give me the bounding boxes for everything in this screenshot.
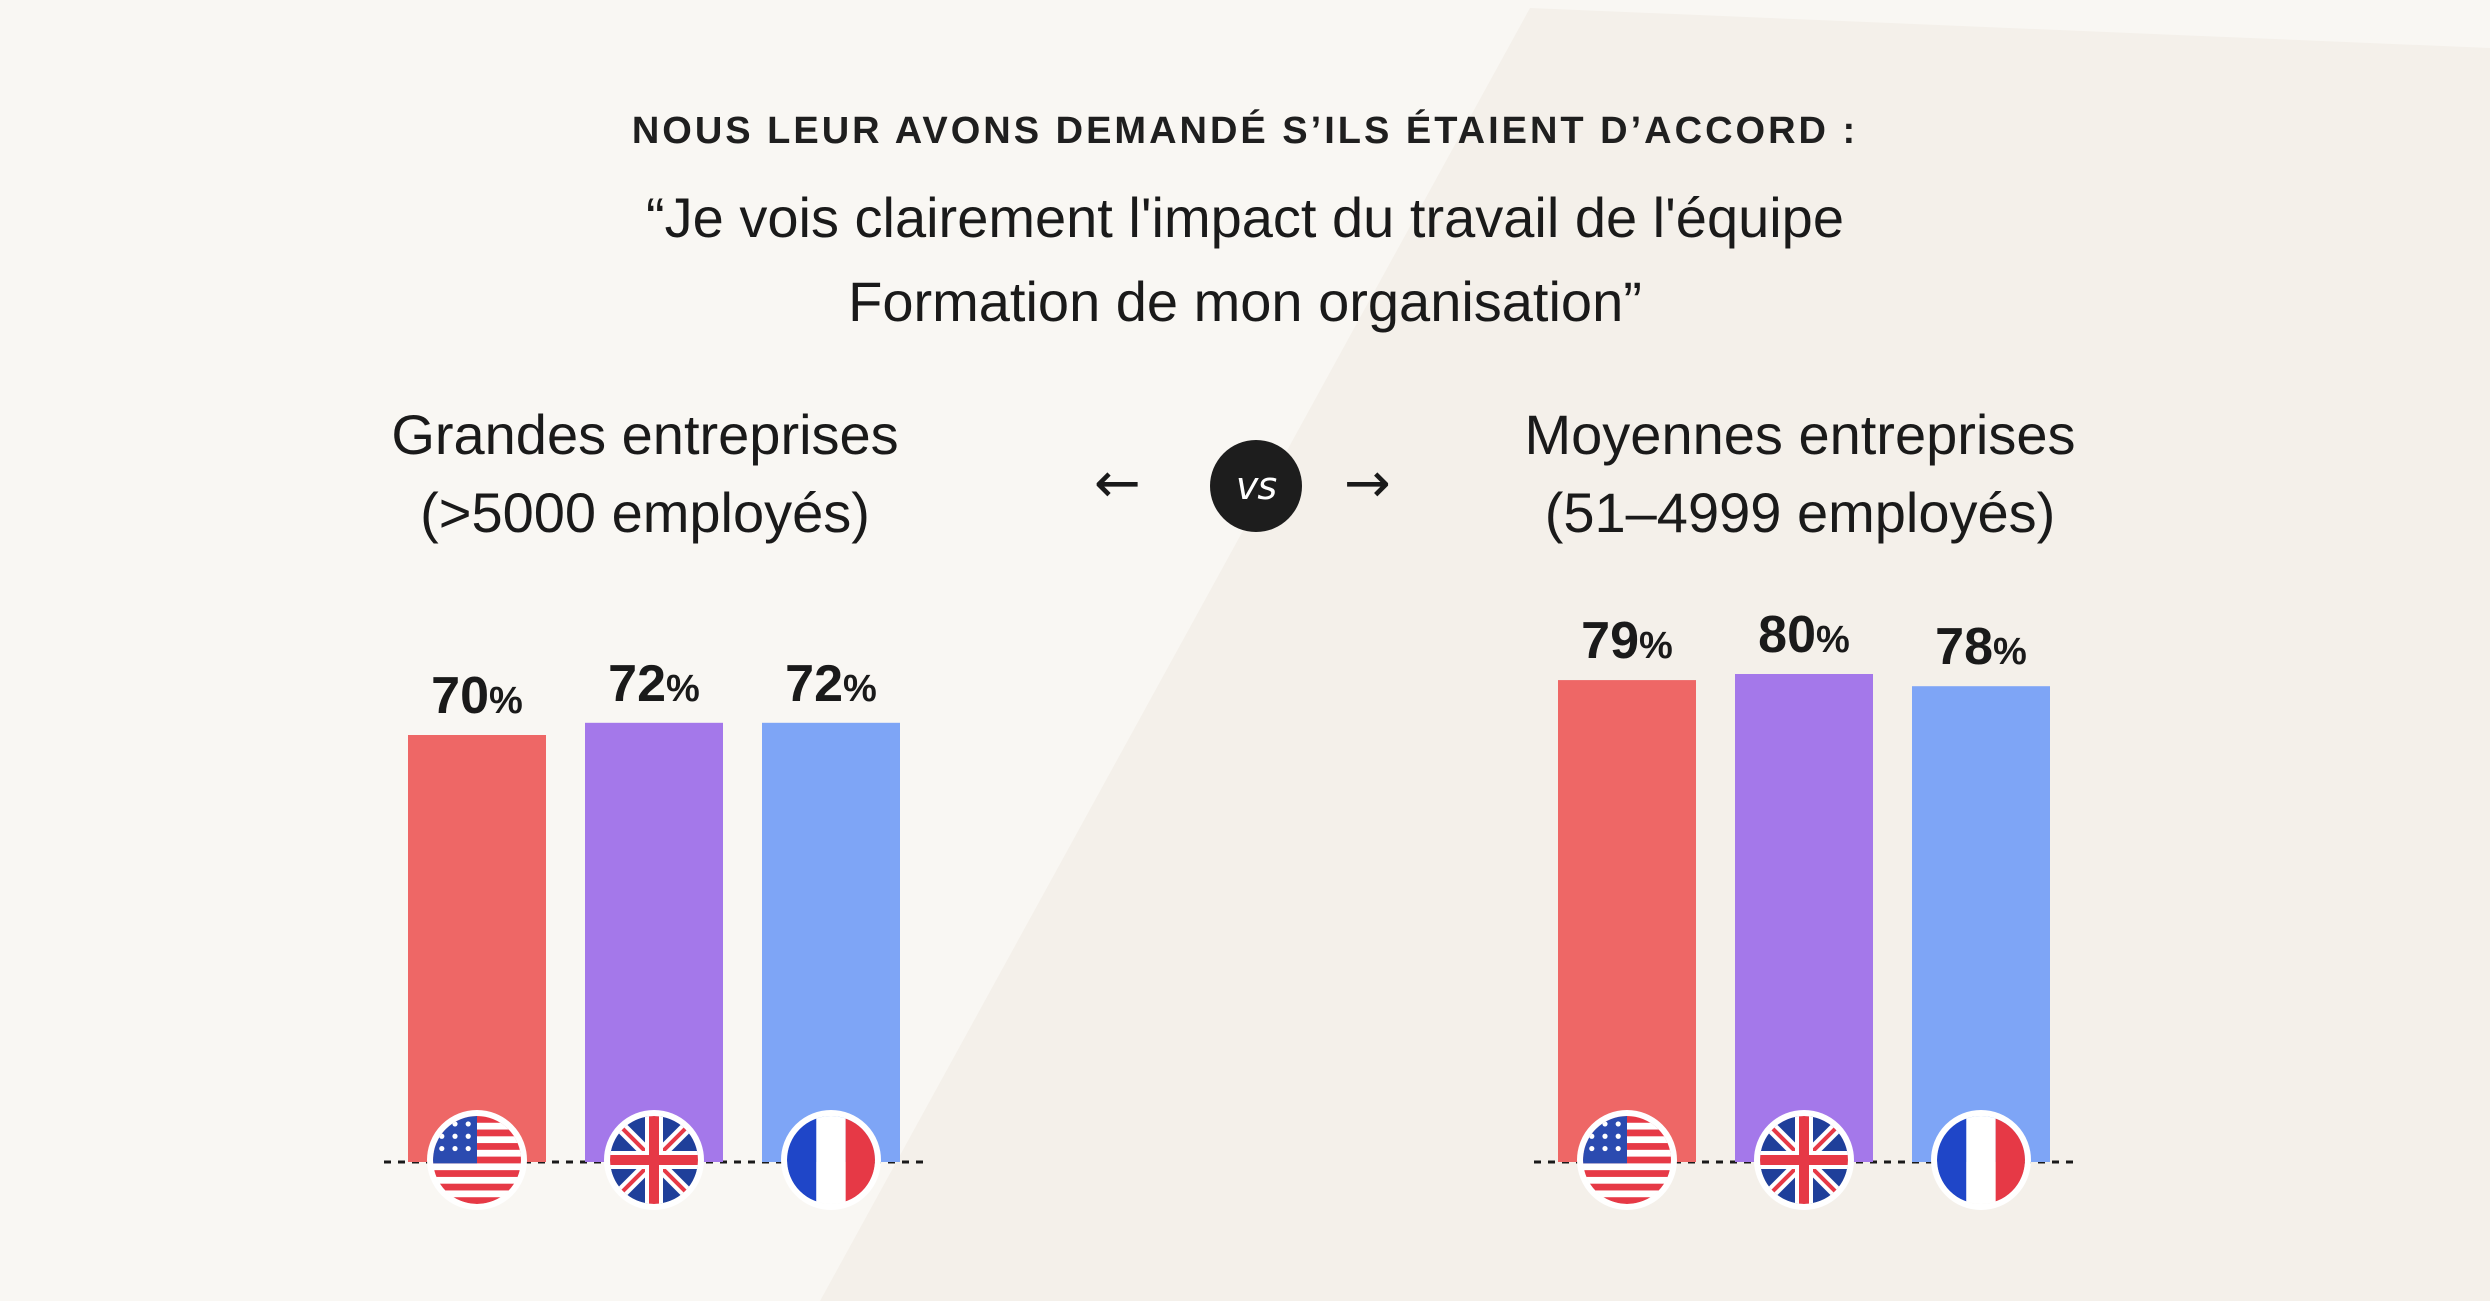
large-companies-title-line-1: Grandes entreprises	[391, 403, 899, 466]
arrow-left-icon: ←	[1094, 451, 1141, 516]
large-value-label-us: 70%	[431, 667, 523, 725]
uk-flag-icon	[604, 1110, 704, 1210]
survey-quote: “Je vois clairement l'impact du travail …	[0, 176, 2490, 344]
quote-line-1: “Je vois clairement l'impact du travail …	[646, 186, 1844, 249]
fr-flag-icon	[781, 1110, 881, 1210]
medium-companies-title-line-1: Moyennes entreprises	[1524, 403, 2076, 466]
vs-badge: vs	[1210, 440, 1302, 532]
survey-kicker: NOUS LEUR AVONS DEMANDÉ S’ILS ÉTAIENT D’…	[631, 110, 1859, 152]
large-companies-title: Grandes entreprises (>5000 employés)	[245, 396, 1045, 552]
medium-value-label-fr: 78%	[1935, 618, 2027, 676]
medium-bar-uk	[1735, 674, 1873, 1162]
medium-value-label-us: 79%	[1581, 612, 1673, 670]
large-bar-uk	[585, 722, 723, 1162]
medium-companies-title-line-2: (51–4999 employés)	[1544, 481, 2056, 544]
medium-bar-fr	[1912, 686, 2050, 1162]
medium-value-label-uk: 80%	[1758, 606, 1850, 664]
large-bar-us	[408, 735, 546, 1162]
large-value-label-fr: 72%	[785, 655, 877, 713]
us-flag-icon	[1577, 1110, 1677, 1210]
medium-companies-chart: 79% 80% 78%	[1534, 606, 2074, 1210]
large-value-label-uk: 72%	[608, 655, 700, 713]
quote-line-2: Formation de mon organisation”	[848, 270, 1642, 333]
large-companies-title-line-2: (>5000 employés)	[420, 481, 870, 544]
large-bar-fr	[762, 722, 900, 1162]
medium-bar-us	[1558, 680, 1696, 1162]
large-companies-chart: 70% 72% 72%	[384, 655, 924, 1210]
medium-companies-title: Moyennes entreprises (51–4999 employés)	[1400, 396, 2200, 552]
arrow-right-icon: →	[1344, 451, 1391, 516]
us-flag-icon	[427, 1110, 527, 1210]
fr-flag-icon	[1931, 1110, 2031, 1210]
uk-flag-icon	[1754, 1110, 1854, 1210]
